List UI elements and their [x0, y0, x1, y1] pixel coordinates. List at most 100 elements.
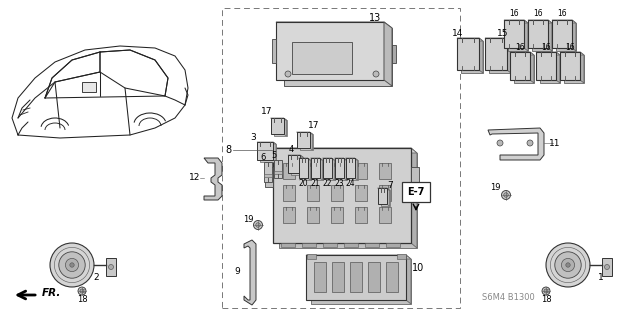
Bar	[307, 185, 319, 201]
Circle shape	[561, 258, 575, 271]
Bar	[540, 55, 560, 83]
Text: 13: 13	[369, 13, 381, 23]
Bar	[310, 158, 319, 178]
Circle shape	[373, 71, 379, 77]
Bar	[381, 190, 390, 206]
Bar	[508, 23, 528, 51]
Polygon shape	[298, 158, 310, 160]
Polygon shape	[257, 142, 276, 144]
Text: 5: 5	[271, 151, 276, 160]
Polygon shape	[273, 148, 417, 153]
Text: 16: 16	[515, 42, 525, 51]
Text: 8: 8	[225, 145, 231, 155]
Text: 19: 19	[243, 216, 253, 225]
Polygon shape	[580, 52, 584, 83]
Bar	[379, 207, 391, 223]
Bar	[379, 163, 391, 179]
Text: 14: 14	[452, 28, 464, 38]
Polygon shape	[335, 158, 346, 160]
Circle shape	[50, 243, 94, 287]
Polygon shape	[319, 158, 323, 180]
Circle shape	[546, 243, 590, 287]
Polygon shape	[479, 38, 483, 73]
Circle shape	[109, 264, 113, 270]
Text: 20: 20	[298, 179, 308, 188]
Polygon shape	[411, 148, 417, 248]
Polygon shape	[332, 158, 335, 180]
Polygon shape	[485, 38, 511, 41]
Bar	[307, 254, 316, 259]
Bar	[265, 167, 273, 187]
Polygon shape	[572, 20, 576, 51]
Circle shape	[542, 287, 550, 295]
Circle shape	[65, 258, 79, 271]
Polygon shape	[457, 38, 483, 41]
Bar	[355, 185, 367, 201]
Polygon shape	[310, 132, 312, 150]
Polygon shape	[387, 188, 390, 206]
Bar	[274, 171, 282, 174]
Polygon shape	[276, 22, 392, 28]
Bar	[271, 118, 284, 134]
Text: E-7: E-7	[407, 187, 425, 197]
Bar	[514, 55, 534, 83]
Circle shape	[504, 193, 508, 197]
Bar	[378, 188, 387, 204]
Circle shape	[70, 263, 74, 267]
Bar	[273, 120, 287, 136]
Polygon shape	[296, 132, 312, 134]
Bar	[556, 23, 576, 51]
Bar	[602, 258, 612, 276]
Text: 7: 7	[387, 181, 393, 189]
Bar	[379, 185, 391, 201]
Bar	[355, 207, 367, 223]
Text: 16: 16	[541, 42, 551, 51]
Circle shape	[527, 140, 533, 146]
Bar	[274, 160, 282, 178]
Bar	[323, 158, 332, 178]
Bar	[283, 207, 295, 223]
Bar	[331, 207, 343, 223]
Circle shape	[502, 190, 511, 199]
Bar	[461, 41, 483, 73]
Bar	[307, 207, 319, 223]
Bar	[257, 142, 273, 160]
Text: 18: 18	[77, 295, 87, 305]
Bar	[337, 160, 346, 180]
Text: 4: 4	[289, 145, 294, 154]
Polygon shape	[530, 52, 534, 83]
Text: 17: 17	[261, 108, 273, 116]
Text: 18: 18	[541, 295, 551, 305]
Text: 16: 16	[509, 10, 519, 19]
Bar	[279, 153, 417, 248]
Text: 1: 1	[598, 273, 604, 283]
Polygon shape	[524, 20, 528, 51]
Bar	[346, 158, 355, 178]
Text: 9: 9	[234, 268, 240, 277]
Polygon shape	[560, 52, 584, 55]
Bar	[307, 163, 319, 179]
Text: 21: 21	[310, 179, 320, 188]
Polygon shape	[272, 40, 276, 63]
Bar	[283, 185, 295, 201]
Polygon shape	[507, 38, 511, 73]
Circle shape	[605, 264, 609, 270]
Bar	[350, 262, 362, 292]
Bar	[564, 55, 584, 83]
Bar	[314, 262, 326, 292]
Bar	[288, 155, 300, 173]
Bar	[284, 28, 392, 86]
Bar	[326, 160, 335, 180]
Text: 15: 15	[497, 28, 509, 38]
Bar	[386, 243, 400, 247]
Bar	[276, 22, 384, 80]
Polygon shape	[204, 158, 222, 200]
Polygon shape	[288, 155, 303, 157]
Bar	[82, 82, 96, 92]
Text: 11: 11	[549, 138, 561, 147]
Polygon shape	[310, 158, 323, 160]
Polygon shape	[528, 20, 552, 23]
Text: 19: 19	[490, 183, 500, 192]
Polygon shape	[556, 52, 560, 83]
Circle shape	[544, 289, 548, 293]
